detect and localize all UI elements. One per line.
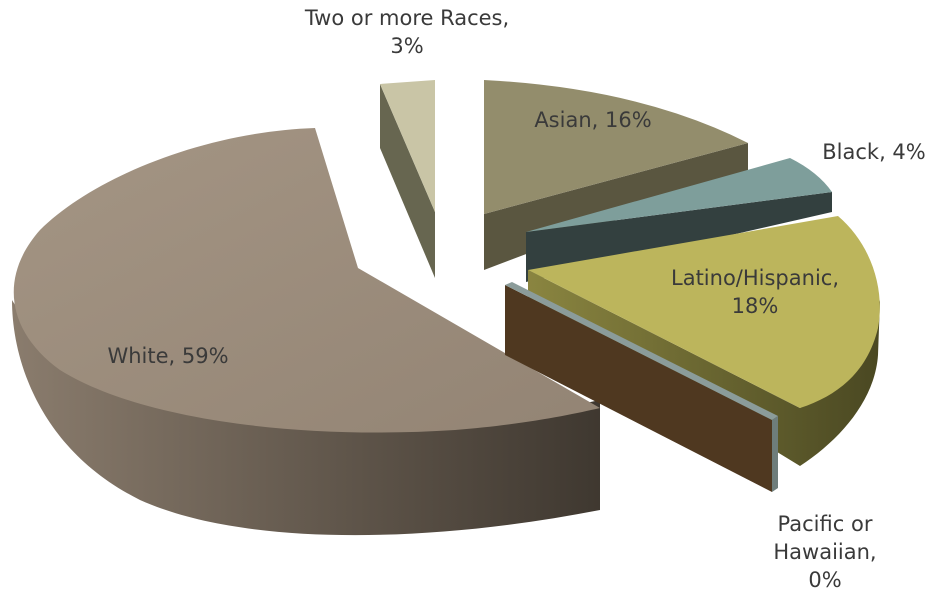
slice-white-side [12,300,600,536]
slice-two-or-more-races-side [380,84,435,278]
label-white-text: White, 59% [107,344,229,368]
slice-pacific-or-hawaiian-side [505,285,772,492]
slice-latino-hispanic [528,216,880,466]
label-black-text: Black, 4% [822,140,926,164]
slice-pacific-or-hawaiian-edge [772,416,778,492]
label-latino-hispanic-line2: 18% [731,294,779,318]
slice-latino-hispanic-top [528,216,880,408]
label-black: Black, 4% [806,138,942,166]
slice-asian-top [484,80,748,214]
label-latino-hispanic-line1: Latino/Hispanic, [671,266,839,290]
slice-pacific-or-hawaiian [505,282,778,492]
label-asian-text: Asian, 16% [534,108,652,132]
label-latino-hispanic: Latino/Hispanic, 18% [630,264,880,320]
label-pacific-or-hawaiian-line3: 0% [808,568,842,592]
slice-latino-hispanic-side [528,270,880,466]
slice-white-top [13,128,601,433]
label-white: White, 59% [78,342,258,370]
label-pacific-or-hawaiian: Pacific or Hawaiian, 0% [740,510,910,594]
label-two-or-more-races-line2: 3% [390,34,424,58]
label-pacific-or-hawaiian-line2: Hawaiian, [773,540,877,564]
label-pacific-or-hawaiian-line1: Pacific or [777,512,873,536]
slice-white [12,128,601,536]
label-two-or-more-races-line1: Two or more Races, [304,6,510,30]
label-two-or-more-races: Two or more Races, 3% [262,4,552,60]
slice-two-or-more-races [380,80,435,278]
slice-pacific-or-hawaiian-top [505,282,778,420]
slice-black-top [526,158,832,232]
slice-two-or-more-races-top [380,80,435,212]
label-asian: Asian, 16% [508,106,678,134]
